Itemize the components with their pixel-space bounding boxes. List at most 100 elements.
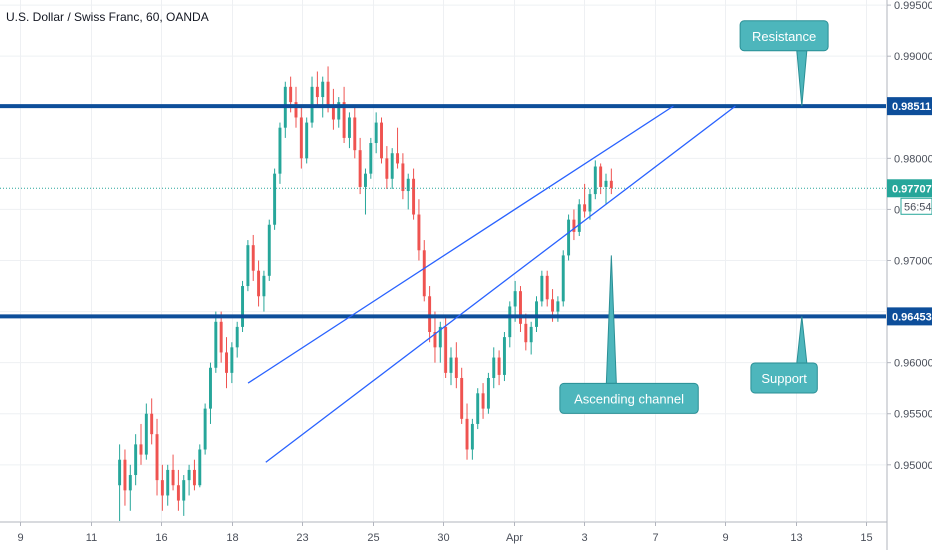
candle-body[interactable] [364, 173, 367, 187]
candle-body[interactable] [267, 224, 271, 276]
candle-body[interactable] [246, 245, 250, 287]
horizontal-levels[interactable] [0, 104, 886, 319]
candle-body[interactable] [273, 173, 277, 225]
candle-body[interactable] [401, 163, 405, 192]
candle-body[interactable] [225, 352, 228, 373]
candle-body[interactable] [278, 127, 282, 174]
candle-body[interactable] [567, 219, 571, 256]
candle-body[interactable] [289, 86, 293, 103]
candle-body[interactable] [390, 153, 394, 179]
candle-body[interactable] [176, 485, 180, 501]
candle-body[interactable] [150, 413, 154, 435]
candle-body[interactable] [203, 408, 207, 450]
candle-body[interactable] [171, 469, 175, 486]
candle-body[interactable] [540, 275, 544, 302]
candle-body[interactable] [556, 301, 560, 312]
candle-body[interactable] [497, 357, 501, 375]
candle-body[interactable] [417, 214, 421, 251]
candle-body[interactable] [481, 393, 485, 409]
candle-body[interactable] [380, 122, 383, 159]
candle-body[interactable] [369, 143, 373, 174]
candle-body[interactable] [251, 245, 255, 271]
candle-body[interactable] [209, 367, 212, 409]
candle-body[interactable] [449, 357, 453, 373]
candle-body[interactable] [241, 286, 245, 327]
candle-body[interactable] [428, 296, 432, 333]
candle-body[interactable] [347, 117, 351, 138]
candle-body[interactable] [593, 166, 597, 195]
candle-body[interactable] [470, 423, 474, 450]
candle-body[interactable] [572, 219, 576, 232]
candle-body[interactable] [123, 459, 127, 491]
candle-body[interactable] [118, 459, 122, 486]
candle-body[interactable] [235, 326, 239, 348]
candle-body[interactable] [230, 347, 234, 373]
candle-body[interactable] [299, 117, 303, 159]
candle-body[interactable] [192, 469, 196, 486]
candle-body[interactable] [476, 393, 480, 424]
callouts[interactable]: Resistance Support Ascending channel [559, 20, 829, 414]
candle-body[interactable] [513, 291, 517, 307]
candle-body[interactable] [583, 204, 587, 212]
candle-body[interactable] [262, 275, 266, 297]
candle-body[interactable] [358, 150, 362, 187]
candle-body[interactable] [326, 81, 330, 108]
candle-body[interactable] [155, 434, 159, 481]
candle-body[interactable] [519, 291, 522, 324]
candle-body[interactable] [465, 418, 469, 450]
candle-body[interactable] [374, 122, 378, 144]
candle-body[interactable] [422, 250, 426, 297]
callout-box[interactable] [559, 382, 699, 414]
candle-body[interactable] [305, 122, 309, 159]
candle-body[interactable] [385, 158, 389, 179]
candle-body[interactable] [353, 117, 357, 151]
candle-body[interactable] [529, 326, 533, 343]
callout-box[interactable] [739, 20, 829, 52]
candle-body[interactable] [444, 326, 448, 373]
candle-body[interactable] [321, 81, 325, 98]
candle-body[interactable] [508, 306, 512, 338]
candle-body[interactable] [198, 449, 202, 486]
trendline[interactable] [265, 105, 736, 463]
candle-body[interactable] [412, 178, 416, 215]
candle-body[interactable] [144, 413, 148, 455]
candle-body[interactable] [577, 204, 581, 232]
candle-body[interactable] [331, 107, 335, 120]
time-axis[interactable]: 9 11 16 18 23 25 30 Apr 3 7 9 13 15 [17, 522, 873, 544]
candle-body[interactable] [396, 153, 400, 164]
candle-body[interactable] [406, 178, 410, 192]
candle-body[interactable] [454, 357, 458, 378]
candle-body[interactable] [337, 102, 341, 120]
candle-body[interactable] [160, 480, 164, 496]
candle-body[interactable] [561, 255, 565, 302]
candle-body[interactable] [535, 301, 538, 327]
callout-box[interactable] [750, 362, 818, 394]
trendlines[interactable] [247, 105, 736, 463]
candle-body[interactable] [134, 444, 138, 476]
candle-body[interactable] [492, 357, 496, 378]
candle-body[interactable] [460, 377, 464, 419]
candle-body[interactable] [588, 194, 592, 212]
candle-body[interactable] [551, 299, 555, 312]
candles[interactable] [118, 66, 613, 521]
trendline[interactable] [247, 105, 674, 384]
candle-body[interactable] [433, 332, 437, 348]
candle-body[interactable] [342, 102, 346, 138]
candle-body[interactable] [315, 86, 319, 98]
candle-body[interactable] [257, 270, 261, 297]
candle-body[interactable] [294, 102, 298, 118]
candle-body[interactable] [604, 180, 608, 187]
price-axis[interactable]: 0.950000.955000.960000.965000.970000.975… [887, 0, 932, 472]
candle-body[interactable] [214, 321, 218, 368]
candle-body[interactable] [545, 275, 549, 300]
candle-body[interactable] [182, 480, 186, 501]
candle-body[interactable] [599, 166, 603, 187]
candle-body[interactable] [502, 337, 506, 375]
candle-body[interactable] [609, 180, 613, 188]
candle-body[interactable] [187, 469, 191, 481]
candle-body[interactable] [166, 469, 170, 496]
candle-body[interactable] [139, 444, 143, 455]
candle-body[interactable] [219, 321, 223, 353]
